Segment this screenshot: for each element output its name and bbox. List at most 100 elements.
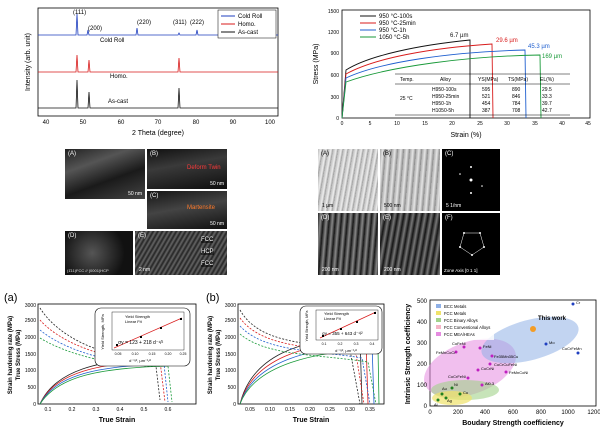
svg-text:H1050-5h: H1050-5h bbox=[432, 108, 454, 114]
tem-right-a: (A) 1 µm bbox=[318, 149, 378, 211]
tem-left-b: (B) Deform Twin 50 nm bbox=[147, 149, 227, 189]
grain-label-4: 169 µm bbox=[542, 54, 562, 60]
svg-text:25 °C: 25 °C bbox=[400, 96, 413, 102]
plot-b-xtick: 0.35 bbox=[365, 407, 375, 413]
plot-a-xtick: 0.4 bbox=[117, 407, 124, 413]
xrd-legend-cold: Cold Roll bbox=[238, 14, 262, 20]
xrd-trace-as-cast bbox=[38, 79, 278, 109]
xrd-ylabel: Intensity (arb. unit) bbox=[25, 33, 32, 91]
svg-text:d⁻¹/², µm⁻¹/²: d⁻¹/², µm⁻¹/² bbox=[129, 358, 152, 363]
svg-text:YS(MPa): YS(MPa) bbox=[478, 77, 499, 83]
xrd-legend-ascast: As-cast bbox=[238, 30, 258, 36]
tensile-chart: 6.7 µm 29.6 µm 45.3 µm 169 µm 950 °C-100… bbox=[313, 9, 591, 139]
svg-text:0.15: 0.15 bbox=[149, 352, 156, 356]
svg-text:Fe35Mn35Cu: Fe35Mn35Cu bbox=[494, 354, 518, 359]
svg-text:Al0.3: Al0.3 bbox=[485, 381, 495, 386]
svg-text:Yield Strength: Yield Strength bbox=[125, 314, 150, 319]
plot-c-xtick: 1000 bbox=[561, 410, 575, 416]
tensile-curve-5h bbox=[341, 54, 542, 119]
svg-text:0.1: 0.1 bbox=[322, 342, 327, 346]
svg-text:CoCrCuFeNi: CoCrCuFeNi bbox=[494, 362, 517, 367]
svg-text:Au: Au bbox=[442, 386, 447, 391]
xrd-x-ticks: 40 50 60 70 80 90 100 bbox=[43, 120, 276, 126]
tensile-ytick: 0 bbox=[336, 116, 339, 122]
grain-label-3: 45.3 µm bbox=[528, 44, 550, 50]
svg-text:H950-25min: H950-25min bbox=[432, 94, 459, 100]
svg-text:0.05: 0.05 bbox=[115, 352, 122, 356]
plot-a-ytick: 2000 bbox=[25, 335, 36, 341]
tensile-xtick: 5 bbox=[369, 121, 372, 127]
xrd-trace-cold-roll bbox=[38, 13, 278, 36]
plot-b-xtick: 0.25 bbox=[325, 407, 335, 413]
plot-c-ytick: 200 bbox=[417, 362, 428, 368]
plot-b-ytick: 0 bbox=[233, 402, 236, 408]
svg-text:950 °C-25min: 950 °C-25min bbox=[379, 21, 416, 27]
svg-text:0.4: 0.4 bbox=[370, 342, 375, 346]
tem-left-e: (E) FCC HCP FCC 2 nm bbox=[135, 231, 227, 275]
plot-b-ytick: 1000 bbox=[225, 368, 236, 374]
tem-right-e: (E) 200 nm bbox=[380, 213, 440, 275]
svg-text:39.7: 39.7 bbox=[542, 101, 552, 107]
plot-b-xtick: 0.10 bbox=[265, 407, 275, 413]
svg-text:0.20: 0.20 bbox=[165, 352, 172, 356]
plot-a-equation: σy = 123 + 218 d⁻¹/² bbox=[118, 340, 164, 346]
plot-b-ytick: 2500 bbox=[225, 318, 236, 324]
plot-c-legend: BCC Metals FCC Metals FCC Binary Alloys … bbox=[434, 302, 494, 340]
plot-b-xtick: 0.15 bbox=[285, 407, 295, 413]
peak-220: (220) bbox=[137, 20, 151, 26]
tensile-xtick: 25 bbox=[477, 121, 483, 127]
xrd-xtick: 60 bbox=[118, 120, 125, 126]
xrd-xtick: 40 bbox=[43, 120, 50, 126]
svg-text:Ni: Ni bbox=[454, 382, 458, 387]
svg-text:FCC Binary Alloys: FCC Binary Alloys bbox=[444, 318, 478, 323]
peak-311: (311) bbox=[173, 20, 187, 26]
svg-text:846: 846 bbox=[512, 94, 521, 100]
svg-text:d⁻¹/², µm⁻¹/²: d⁻¹/², µm⁻¹/² bbox=[335, 348, 358, 353]
plot-b-ytick: 2000 bbox=[225, 335, 236, 341]
svg-text:H950-1h: H950-1h bbox=[432, 101, 451, 107]
tem-left-c: (C) Martensite 50 nm bbox=[147, 191, 227, 229]
plot-a-ytick: 1500 bbox=[25, 352, 36, 358]
plot-c-xtick: 1200 bbox=[587, 410, 600, 416]
svg-text:FeNi: FeNi bbox=[483, 344, 492, 349]
tensile-ytick: 600 bbox=[331, 73, 340, 79]
svg-text:784: 784 bbox=[512, 101, 521, 107]
plot-c-ylabel: Intrinsic Strength coefficiency bbox=[405, 304, 412, 404]
plot-a-ylabel-2: True Stress (MPa) bbox=[16, 330, 22, 381]
grain-label-2: 29.6 µm bbox=[496, 38, 518, 44]
tem-right-d: (D) 200 nm bbox=[318, 213, 378, 275]
svg-text:Temp.: Temp. bbox=[400, 77, 414, 83]
svg-text:Cu: Cu bbox=[463, 390, 468, 395]
svg-text:BCC Metals: BCC Metals bbox=[444, 304, 466, 309]
plot-c-xtick: 800 bbox=[536, 410, 547, 416]
svg-text:CoCrFeMn: CoCrFeMn bbox=[562, 346, 582, 351]
tensile-legend: 950 °C-100s 950 °C-25min 950 °C-1h 1050 … bbox=[360, 14, 416, 41]
xrd-legend-homo: Homo. bbox=[238, 22, 256, 28]
tensile-ytick: 1500 bbox=[328, 9, 339, 15]
tensile-xtick: 45 bbox=[585, 121, 591, 127]
tem-left-a: (A) 50 nm bbox=[65, 149, 145, 199]
peak-200: (200) bbox=[88, 26, 102, 32]
plot-c-ytick: 300 bbox=[417, 341, 428, 347]
tem-right-c: (C) 5 1/nm bbox=[442, 149, 500, 211]
peak-111: (111) bbox=[73, 10, 86, 16]
svg-text:Yield Strength: Yield Strength bbox=[324, 311, 349, 316]
tensile-curve-100s bbox=[341, 39, 471, 119]
xrd-trace-homo bbox=[38, 54, 278, 73]
svg-text:Mo: Mo bbox=[549, 340, 555, 345]
xrd-xtick: 70 bbox=[155, 120, 162, 126]
tensile-curve-25min bbox=[341, 43, 494, 119]
plot-c-ytick: 400 bbox=[417, 320, 428, 326]
plot-a-xtick: 0.6 bbox=[165, 407, 172, 413]
xrd-xtick: 100 bbox=[265, 120, 276, 126]
plot-c-xtick: 200 bbox=[453, 410, 464, 416]
plot-b-chart: Yield Strength Linear Fit σy = 355 + 643… bbox=[208, 303, 385, 424]
svg-text:Yield Strength, MPa: Yield Strength, MPa bbox=[100, 314, 105, 350]
svg-text:42.7: 42.7 bbox=[542, 108, 552, 114]
xrd-xtick: 80 bbox=[193, 120, 200, 126]
plot-c-xtick: 400 bbox=[480, 410, 491, 416]
tensile-ylabel: Stress (MPa) bbox=[313, 44, 320, 85]
svg-text:FCC MEA/HEAs: FCC MEA/HEAs bbox=[444, 332, 475, 337]
plot-b-ytick: 500 bbox=[228, 385, 237, 391]
svg-text:Ag: Ag bbox=[447, 398, 452, 403]
